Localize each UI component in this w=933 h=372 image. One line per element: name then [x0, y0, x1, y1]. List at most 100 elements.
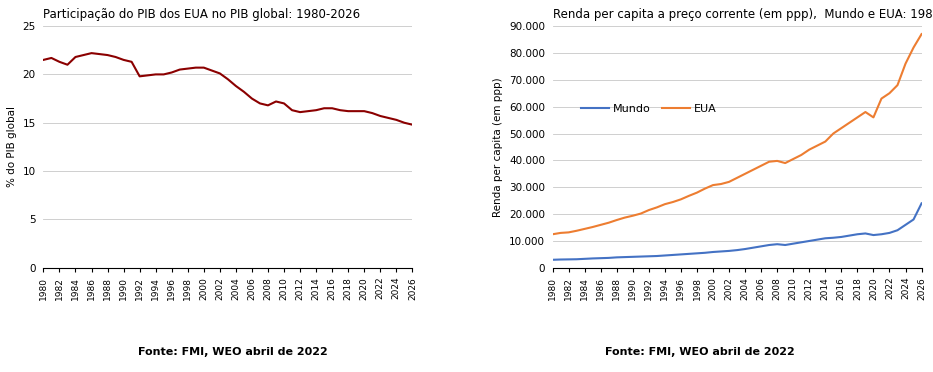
- Mundo: [820, 236, 831, 241]
- Mundo: [796, 240, 807, 244]
- EUA: [579, 227, 591, 231]
- EUA: [836, 126, 847, 130]
- Mundo: [756, 244, 767, 248]
- Line: Mundo: Mundo: [552, 203, 922, 260]
- Mundo: [547, 257, 558, 262]
- EUA: [723, 180, 734, 184]
- EUA: [627, 214, 638, 218]
- Mundo: [611, 255, 622, 260]
- Mundo: [700, 251, 711, 255]
- Line: EUA: EUA: [552, 34, 922, 234]
- EUA: [707, 183, 718, 187]
- EUA: [868, 115, 879, 120]
- Mundo: [579, 257, 591, 261]
- EUA: [691, 190, 703, 195]
- Mundo: [651, 254, 662, 258]
- EUA: [763, 160, 774, 164]
- EUA: [876, 96, 887, 101]
- Y-axis label: Renda per capita (em ppp): Renda per capita (em ppp): [494, 77, 504, 217]
- EUA: [828, 131, 839, 136]
- Mundo: [740, 247, 751, 251]
- Mundo: [716, 249, 727, 254]
- EUA: [852, 115, 863, 120]
- Mundo: [787, 241, 799, 246]
- Mundo: [843, 233, 855, 238]
- EUA: [843, 121, 855, 125]
- Mundo: [595, 256, 606, 260]
- EUA: [812, 143, 823, 148]
- EUA: [787, 157, 799, 161]
- Mundo: [892, 228, 903, 232]
- EUA: [772, 159, 783, 163]
- EUA: [820, 140, 831, 144]
- Mundo: [683, 251, 694, 256]
- Mundo: [908, 217, 919, 222]
- Text: Fonte: FMI, WEO abril de 2022: Fonte: FMI, WEO abril de 2022: [138, 347, 328, 357]
- EUA: [908, 45, 919, 50]
- EUA: [740, 171, 751, 176]
- EUA: [603, 221, 614, 225]
- EUA: [611, 218, 622, 222]
- Mundo: [836, 235, 847, 239]
- Mundo: [691, 251, 703, 256]
- EUA: [667, 200, 678, 204]
- EUA: [587, 225, 598, 229]
- Mundo: [627, 254, 638, 259]
- EUA: [643, 208, 654, 212]
- EUA: [563, 230, 574, 235]
- Mundo: [603, 256, 614, 260]
- Mundo: [884, 231, 895, 235]
- Mundo: [587, 256, 598, 261]
- EUA: [675, 197, 687, 202]
- Mundo: [643, 254, 654, 259]
- Text: Participação do PIB dos EUA no PIB global: 1980-2026: Participação do PIB dos EUA no PIB globa…: [44, 8, 360, 21]
- EUA: [756, 164, 767, 168]
- EUA: [620, 215, 631, 220]
- Mundo: [660, 253, 671, 258]
- EUA: [651, 205, 662, 209]
- EUA: [700, 186, 711, 191]
- EUA: [780, 161, 791, 165]
- Mundo: [723, 248, 734, 253]
- EUA: [716, 182, 727, 186]
- Mundo: [571, 257, 582, 262]
- Mundo: [780, 243, 791, 247]
- Mundo: [555, 257, 566, 262]
- EUA: [747, 167, 759, 172]
- Mundo: [868, 233, 879, 237]
- EUA: [803, 147, 815, 152]
- Mundo: [900, 222, 912, 227]
- Mundo: [747, 246, 759, 250]
- Mundo: [675, 252, 687, 257]
- Mundo: [876, 232, 887, 237]
- Text: Fonte: FMI, WEO abril de 2022: Fonte: FMI, WEO abril de 2022: [605, 347, 795, 357]
- EUA: [660, 202, 671, 206]
- Mundo: [635, 254, 647, 259]
- Mundo: [707, 250, 718, 254]
- Legend: Mundo, EUA: Mundo, EUA: [577, 99, 721, 118]
- Text: Renda per capita a preço corrente (em ppp),  Mundo e EUA: 1980-2026: Renda per capita a preço corrente (em pp…: [552, 8, 933, 21]
- Mundo: [731, 248, 743, 252]
- Mundo: [563, 257, 574, 262]
- Mundo: [667, 253, 678, 257]
- Mundo: [812, 237, 823, 242]
- Mundo: [620, 255, 631, 259]
- Mundo: [916, 201, 927, 206]
- Mundo: [803, 239, 815, 243]
- EUA: [571, 228, 582, 233]
- EUA: [547, 232, 558, 237]
- EUA: [884, 91, 895, 96]
- Mundo: [763, 243, 774, 247]
- EUA: [916, 32, 927, 36]
- Mundo: [860, 231, 871, 236]
- EUA: [900, 61, 912, 66]
- EUA: [892, 83, 903, 87]
- EUA: [555, 231, 566, 235]
- EUA: [683, 193, 694, 198]
- Mundo: [828, 235, 839, 240]
- EUA: [860, 110, 871, 114]
- Y-axis label: % do PIB global: % do PIB global: [7, 106, 17, 187]
- EUA: [595, 222, 606, 227]
- Mundo: [772, 242, 783, 246]
- EUA: [731, 176, 743, 180]
